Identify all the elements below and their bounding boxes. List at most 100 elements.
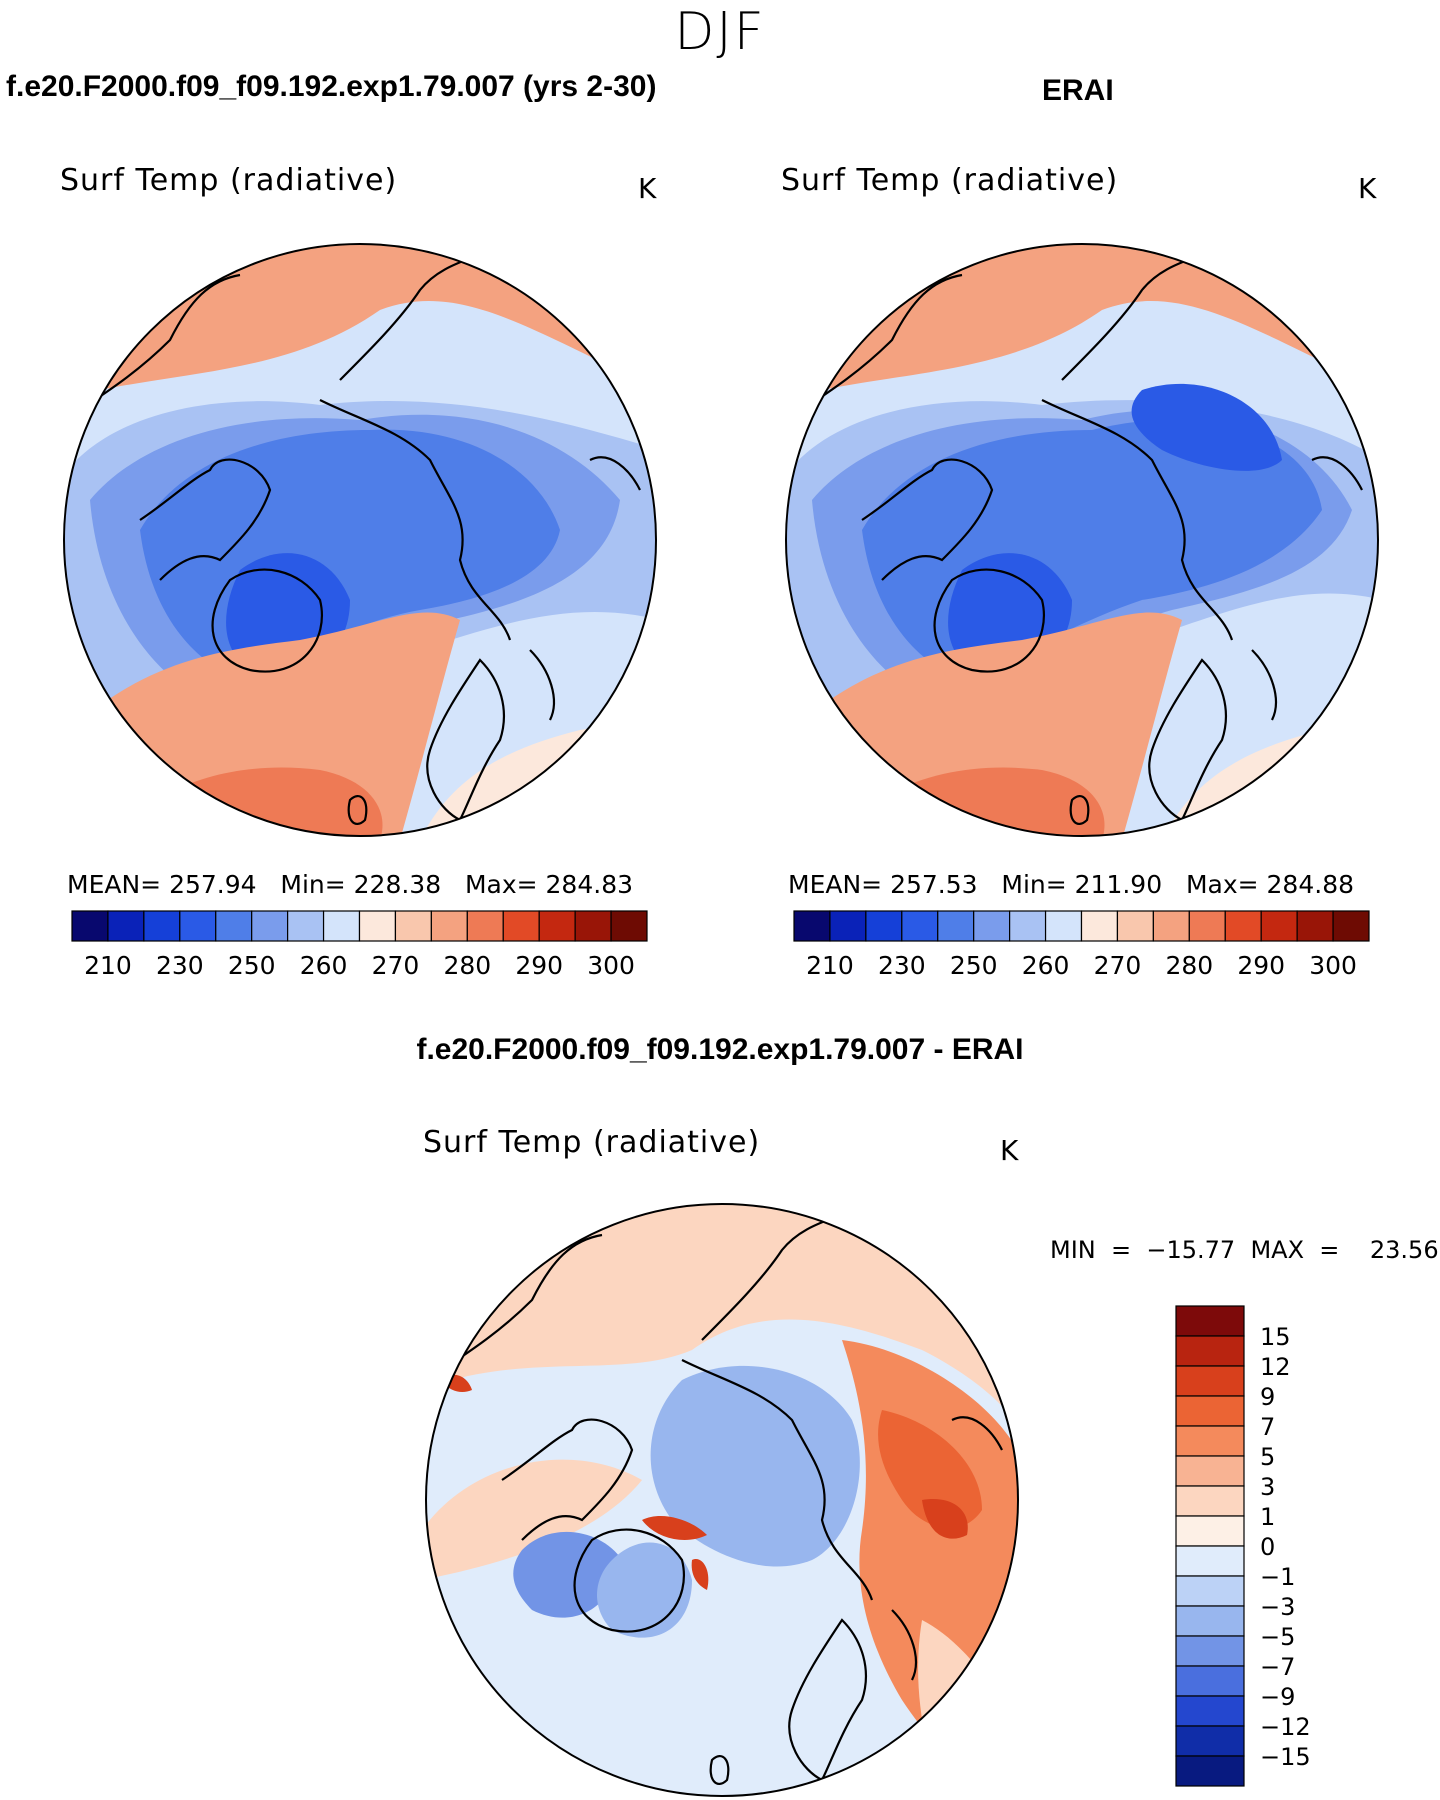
colorbar-tick-label: 7 <box>1260 1413 1275 1441</box>
colorbar-tick-label: 210 <box>84 951 132 980</box>
panel2-title: ERAI <box>1042 74 1114 107</box>
colorbar-box <box>1175 1665 1245 1697</box>
colorbar-box <box>901 910 939 942</box>
colorbar-tick-label: 9 <box>1260 1383 1275 1411</box>
colorbar-box <box>1175 1335 1245 1367</box>
colorbar-box <box>1116 910 1154 942</box>
colorbar-tick-label: 260 <box>300 951 348 980</box>
colorbar-box <box>287 910 325 942</box>
colorbar-tick-label: −12 <box>1260 1713 1311 1741</box>
colorbar-tick-label: 3 <box>1260 1473 1275 1501</box>
colorbar-box <box>358 910 397 942</box>
colorbar-box <box>1152 910 1190 942</box>
colorbar-tick-label: 260 <box>1022 951 1070 980</box>
colorbar-box <box>1296 910 1334 942</box>
colorbar-box <box>1175 1575 1245 1607</box>
colorbar-tick-label: 280 <box>443 951 491 980</box>
siberia-cold <box>1131 383 1282 471</box>
panel2-units: K <box>1358 172 1377 205</box>
colorbar-box <box>865 910 903 942</box>
colorbar-tick-label: −9 <box>1260 1683 1295 1711</box>
colorbar-tick-label: 280 <box>1165 951 1213 980</box>
colorbar-box <box>574 910 612 942</box>
colorbar-tick-label: 290 <box>515 951 563 980</box>
panel3-units: K <box>1000 1134 1019 1167</box>
colorbar-box <box>1175 1365 1245 1397</box>
colorbar-box <box>973 910 1011 942</box>
colorbar-box <box>1188 910 1226 942</box>
colorbar-box <box>143 910 181 942</box>
warm-region-north-atlantic <box>110 767 383 836</box>
warm-region-canada <box>426 1459 642 1580</box>
warm-spot-greenland-coast <box>691 1559 709 1590</box>
colorbar-box <box>793 910 831 942</box>
colorbar-box <box>1260 910 1298 942</box>
panel1-colorbar: 210 230 250 260 270 280 290 300 <box>71 910 648 980</box>
colorbar-tick-label: −1 <box>1260 1563 1295 1591</box>
colorbar-box <box>1175 1305 1245 1337</box>
colorbar-box <box>1044 910 1083 942</box>
colorbar-tick-label: −15 <box>1260 1743 1311 1771</box>
colorbar-tick-label: 300 <box>587 951 635 980</box>
colorbar-box <box>215 910 253 942</box>
map-border <box>63 243 657 837</box>
cool-region-arctic-ocean <box>650 1365 860 1567</box>
colorbar-box <box>610 910 648 942</box>
colorbar-box <box>1175 1425 1245 1457</box>
warm-spot-siberia <box>922 1499 968 1539</box>
colorbar-tick-label: 300 <box>1309 951 1357 980</box>
warm-spot-archipelago <box>642 1515 707 1540</box>
season-title: DJF <box>674 2 766 62</box>
colorbar-tick-label: 230 <box>156 951 204 980</box>
panel1-map <box>63 243 657 837</box>
colorbar-box <box>1009 910 1047 942</box>
colorbar-tick-label: 15 <box>1260 1323 1291 1351</box>
panel1-title: f.e20.F2000.f09_f09.192.exp1.79.007 (yrs… <box>6 70 657 103</box>
colorbar-tick-label: 290 <box>1237 951 1285 980</box>
colorbar-tick-label: 5 <box>1260 1443 1275 1471</box>
colorbar-box <box>394 910 432 942</box>
warm-region-siberia-core <box>878 1410 982 1529</box>
panel3-title: f.e20.F2000.f09_f09.192.exp1.79.007 - ER… <box>416 1033 1024 1066</box>
panel3-map <box>425 1203 1019 1797</box>
colorbar-tick-label: 210 <box>806 951 854 980</box>
colorbar-box <box>466 910 504 942</box>
colorbar-box <box>179 910 217 942</box>
colorbar-tick-label: 250 <box>950 951 998 980</box>
colorbar-box <box>1175 1725 1245 1757</box>
colorbar-tick-label: 270 <box>1094 951 1142 980</box>
coastlines <box>441 1209 1003 1785</box>
colorbar-box <box>829 910 867 942</box>
panel2-colorbar: 210 230 250 260 270 280 290 300 <box>793 910 1370 980</box>
colorbar-box <box>1224 910 1262 942</box>
panel3-stats: MIN = −15.77 MAX = 23.56 <box>1050 1236 1439 1264</box>
colorbar-box <box>251 910 289 942</box>
panel2-variable: Surf Temp (radiative) <box>781 163 1119 198</box>
colorbar-tick-label: 230 <box>878 951 926 980</box>
colorbar-box <box>502 910 540 942</box>
colorbar-box <box>1175 1545 1245 1577</box>
colorbar-tick-label: 270 <box>372 951 420 980</box>
colorbar-box <box>1175 1755 1245 1787</box>
colorbar-box <box>538 910 576 942</box>
warm-region-north-atlantic <box>832 767 1105 836</box>
colorbar-box <box>1175 1455 1245 1487</box>
panel1-variable: Surf Temp (radiative) <box>60 163 398 198</box>
colorbar-box <box>1332 910 1370 942</box>
colorbar-box <box>937 910 975 942</box>
colorbar-tick-label: 250 <box>228 951 276 980</box>
colorbar-tick-label: 0 <box>1260 1533 1275 1561</box>
panel1-units: K <box>638 172 657 205</box>
colorbar-box <box>1175 1695 1245 1727</box>
map-border <box>785 243 1379 837</box>
colorbar-box <box>1080 910 1119 942</box>
cool-region-hudson <box>513 1531 622 1618</box>
colorbar-box <box>430 910 468 942</box>
colorbar-box <box>71 910 109 942</box>
colorbar-tick-label: −7 <box>1260 1653 1295 1681</box>
colorbar-box <box>107 910 145 942</box>
colorbar-tick-label: −3 <box>1260 1593 1295 1621</box>
colorbar-box <box>1175 1605 1245 1637</box>
panel2-stats: MEAN= 257.53 Min= 211.90 Max= 284.88 <box>788 870 1355 899</box>
